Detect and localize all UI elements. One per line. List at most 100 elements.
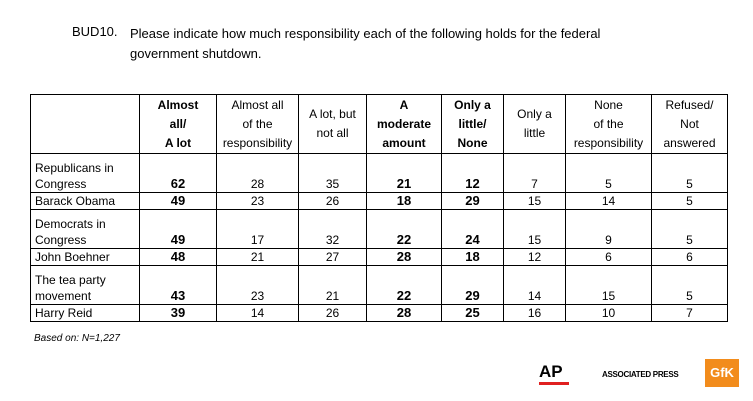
table-cell: 62 xyxy=(139,153,217,193)
column-header-line: answered xyxy=(663,135,716,150)
table-cell: 14 xyxy=(565,192,652,210)
table-cell: 25 xyxy=(441,304,504,322)
row-label: Barack Obama xyxy=(30,192,140,210)
column-header-line: little xyxy=(523,126,546,140)
row-label: John Boehner xyxy=(30,248,140,266)
table-cell: 26 xyxy=(298,304,367,322)
table-cell: 28 xyxy=(216,153,299,193)
table-cell: 5 xyxy=(651,209,728,249)
column-header-line: of the xyxy=(242,116,273,131)
table-cell: 18 xyxy=(366,192,442,210)
column-header-line: responsibility xyxy=(573,135,644,150)
column-header-line: little/ xyxy=(458,116,487,131)
column-header-line: Almost all xyxy=(231,97,284,112)
table-cell: 35 xyxy=(298,153,367,193)
table-cell: 39 xyxy=(139,304,217,322)
column-header-line: Refused/ xyxy=(665,97,714,112)
table-cell: 24 xyxy=(441,209,504,249)
table-cell: 5 xyxy=(651,265,728,305)
column-header: Almost all of the responsibility xyxy=(216,94,299,154)
column-header: Only a little/None xyxy=(441,94,504,154)
column-header: A lot, but not all xyxy=(298,94,367,154)
table-cell: 29 xyxy=(441,265,504,305)
table-cell: 23 xyxy=(216,192,299,210)
table-row: The tea party movement 43 23 21 22 29 14 15 5 xyxy=(30,265,728,305)
table-cell: 7 xyxy=(503,153,566,193)
table-cell: 29 xyxy=(441,192,504,210)
column-header-line: A xyxy=(399,97,409,112)
table-cell: 15 xyxy=(565,265,652,305)
table-cell: 21 xyxy=(216,248,299,266)
table-cell: 16 xyxy=(503,304,566,322)
column-header-line: A lot, but xyxy=(309,107,356,121)
column-header-line: Almost xyxy=(157,97,199,112)
table-cell: 49 xyxy=(139,209,217,249)
table-row: Democrats in Congress 49 17 32 22 24 15 9 5 xyxy=(30,209,728,249)
table-body: Republicans in Congress 62 28 35 21 12 7 5 5 Bara… xyxy=(30,153,728,322)
table-cell: 7 xyxy=(651,304,728,322)
table-cell: 28 xyxy=(366,248,442,266)
column-header-line: Only a xyxy=(454,97,491,112)
associated-press-logo: ASSOCIATED PRESS xyxy=(602,370,679,379)
table-cell: 21 xyxy=(298,265,367,305)
header-row: Almost all/A lot Almost all of the responsib… xyxy=(30,94,728,154)
column-header-line: all/ xyxy=(169,116,187,131)
column-header: None of the responsibility xyxy=(565,94,652,154)
column-header-line: Only a xyxy=(517,107,552,121)
gfk-logo: GfK xyxy=(705,359,739,387)
column-header-line: None xyxy=(457,135,488,150)
column-header: Refused/Not answered xyxy=(651,94,728,154)
sample-size-note: Based on: N=1,227 xyxy=(34,333,120,344)
results-table: Almost all/A lot Almost all of the responsib… xyxy=(30,94,728,322)
table-cell: 21 xyxy=(366,153,442,193)
table-cell: 23 xyxy=(216,265,299,305)
table-row: Harry Reid 39 14 26 28 25 16 10 7 xyxy=(30,304,728,322)
table-cell: 17 xyxy=(216,209,299,249)
table-cell: 5 xyxy=(651,153,728,193)
column-header: Almost all/A lot xyxy=(139,94,217,154)
table-cell: 48 xyxy=(139,248,217,266)
question-text: Please indicate how much responsibility … xyxy=(130,26,601,61)
table-cell: 9 xyxy=(565,209,652,249)
table-cell: 26 xyxy=(298,192,367,210)
table-cell: 28 xyxy=(366,304,442,322)
row-label: Republicans in Congress xyxy=(30,153,140,193)
table-cell: 6 xyxy=(651,248,728,266)
table-cell: 22 xyxy=(366,209,442,249)
table-cell: 12 xyxy=(441,153,504,193)
ap-logo: AP xyxy=(539,362,563,381)
column-header-line: of the xyxy=(593,116,624,131)
question-id: BUD10. xyxy=(72,24,118,39)
table-cell: 43 xyxy=(139,265,217,305)
table-cell: 10 xyxy=(565,304,652,322)
row-label: Harry Reid xyxy=(30,304,140,322)
column-header: Only a little xyxy=(503,94,566,154)
table-cell: 18 xyxy=(441,248,504,266)
table-cell: 5 xyxy=(651,192,728,210)
column-header-line: responsibility xyxy=(222,135,293,150)
table-cell: 27 xyxy=(298,248,367,266)
table-row: Republicans in Congress 62 28 35 21 12 7 5 5 xyxy=(30,153,728,193)
table-cell: 14 xyxy=(503,265,566,305)
table-cell: 5 xyxy=(565,153,652,193)
table-cell: 6 xyxy=(565,248,652,266)
column-header-line: moderate xyxy=(376,116,432,131)
table-cell: 32 xyxy=(298,209,367,249)
table-row: John Boehner 48 21 27 28 18 12 6 6 xyxy=(30,248,728,266)
table-cell: 12 xyxy=(503,248,566,266)
table-cell: 15 xyxy=(503,192,566,210)
row-label: The tea party movement xyxy=(30,265,140,305)
table-cell: 22 xyxy=(366,265,442,305)
column-header-line: None xyxy=(594,97,623,112)
column-header-line: not all xyxy=(316,126,349,140)
table-cell: 14 xyxy=(216,304,299,322)
table-row: Barack Obama 49 23 26 18 29 15 14 5 xyxy=(30,192,728,210)
row-label: Democrats in Congress xyxy=(30,209,140,249)
ap-logo-underline xyxy=(539,382,569,385)
column-header-line: Not xyxy=(680,116,699,131)
header-corner xyxy=(30,94,140,154)
column-header-line: A lot xyxy=(164,135,192,150)
table-cell: 15 xyxy=(503,209,566,249)
column-header-line: amount xyxy=(382,135,426,150)
